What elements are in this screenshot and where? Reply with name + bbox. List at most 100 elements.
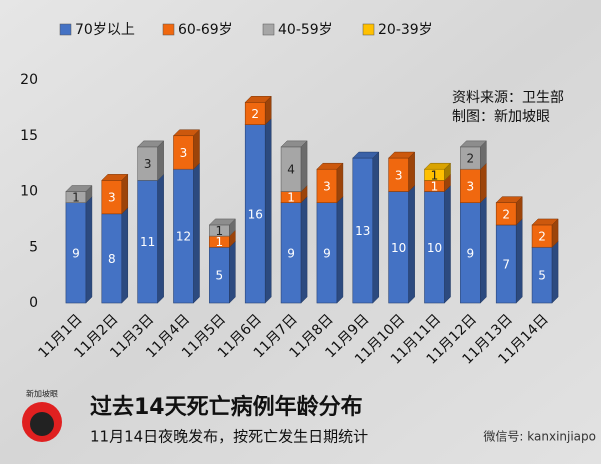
bar	[388, 184, 416, 304]
bar	[137, 140, 165, 181]
value-label: 3	[108, 191, 116, 205]
bar-side	[300, 196, 308, 304]
bar	[352, 151, 380, 304]
legend-swatch	[59, 23, 72, 36]
bar-top	[531, 218, 559, 226]
bar	[495, 196, 523, 226]
bar	[208, 218, 236, 237]
bar-top	[208, 218, 236, 226]
value-label: 4	[287, 163, 295, 177]
bar-side	[193, 129, 200, 170]
value-label: 2	[467, 152, 475, 166]
bar	[244, 95, 272, 126]
bar-top	[495, 196, 523, 203]
value-label: 1	[216, 224, 224, 238]
bar-side	[157, 140, 164, 181]
value-label: 5	[538, 269, 546, 283]
bar	[172, 129, 201, 170]
legend-label: 60-69岁	[178, 22, 233, 38]
legend-swatch	[162, 23, 175, 36]
value-label: 3	[395, 168, 403, 182]
value-label: 9	[287, 246, 295, 260]
value-label: 11	[140, 235, 155, 249]
bar-top	[172, 129, 201, 136]
legend-label: 40-59岁	[278, 22, 333, 38]
bar-side	[551, 240, 559, 304]
chart-subtitle: 11月14日夜晚发布，按死亡发生日期统计	[90, 428, 368, 446]
legend-label: 70岁以上	[75, 22, 135, 38]
value-label: 12	[176, 230, 191, 244]
y-tick-label: 5	[29, 239, 38, 255]
y-tick-label: 15	[20, 128, 38, 144]
value-label: 2	[502, 207, 510, 221]
bar-side	[121, 207, 129, 304]
bar-top	[388, 151, 416, 159]
bar-side	[336, 196, 344, 304]
legend-label: 20-39岁	[378, 22, 433, 38]
bar-side	[300, 140, 308, 193]
value-label: 3	[467, 179, 475, 193]
value-label: 9	[467, 246, 475, 260]
value-label: 2	[251, 107, 259, 121]
bar	[423, 162, 452, 181]
bar-top	[316, 162, 344, 170]
bar-side	[408, 151, 415, 193]
value-label: 10	[427, 241, 442, 255]
logo-inner	[30, 412, 54, 436]
value-label: 9	[323, 246, 331, 260]
bar-top	[65, 185, 93, 192]
bar-top	[459, 140, 487, 148]
chart-title: 过去14天死亡病例年龄分布	[90, 394, 363, 420]
bar-side	[85, 196, 93, 304]
value-label: 13	[355, 224, 370, 238]
value-label: 16	[248, 207, 263, 221]
value-label: 3	[144, 157, 152, 171]
bar-side	[121, 173, 129, 215]
bar	[65, 184, 93, 204]
value-label: 5	[216, 269, 224, 283]
value-label: 9	[72, 246, 80, 260]
bar-side	[408, 184, 415, 304]
bar-side	[229, 240, 236, 304]
bar-side	[480, 196, 487, 304]
bar	[101, 173, 129, 215]
value-label: 1	[72, 191, 80, 205]
bar-side	[264, 117, 272, 304]
bar-top	[244, 96, 272, 103]
value-label: 1	[216, 235, 224, 249]
bar-top	[280, 140, 308, 148]
bar-top	[137, 140, 165, 148]
bar	[280, 140, 308, 193]
bar	[316, 162, 344, 204]
bar-side	[480, 162, 487, 204]
y-tick-label: 0	[29, 295, 38, 311]
logo-text: 新加坡眼	[26, 389, 58, 399]
bar-top	[101, 174, 129, 181]
bar-top	[352, 151, 380, 159]
value-label: 1	[431, 179, 439, 193]
bar-side	[444, 184, 451, 304]
value-label: 1	[431, 168, 439, 182]
bar-top	[423, 162, 452, 170]
value-label: 2	[538, 230, 546, 244]
watermark: 微信号: kanxinjiapo	[483, 430, 596, 444]
value-label: 8	[108, 252, 116, 266]
bar	[388, 151, 416, 193]
value-label: 1	[287, 191, 295, 205]
credit: 制图：新加坡眼	[452, 109, 550, 125]
value-label: 3	[323, 179, 331, 193]
bar-side	[336, 162, 344, 204]
bar-side	[372, 151, 380, 304]
bar	[531, 218, 559, 248]
legend-swatch	[262, 23, 275, 36]
legend-swatch	[362, 23, 375, 36]
source: 资料来源：卫生部	[452, 90, 564, 106]
bar-side	[193, 162, 200, 304]
bar-side	[157, 173, 164, 304]
bar	[423, 184, 452, 304]
bar-side	[515, 218, 523, 304]
y-tick-label: 20	[20, 72, 38, 88]
y-tick-label: 10	[20, 184, 38, 200]
bar	[459, 140, 487, 170]
